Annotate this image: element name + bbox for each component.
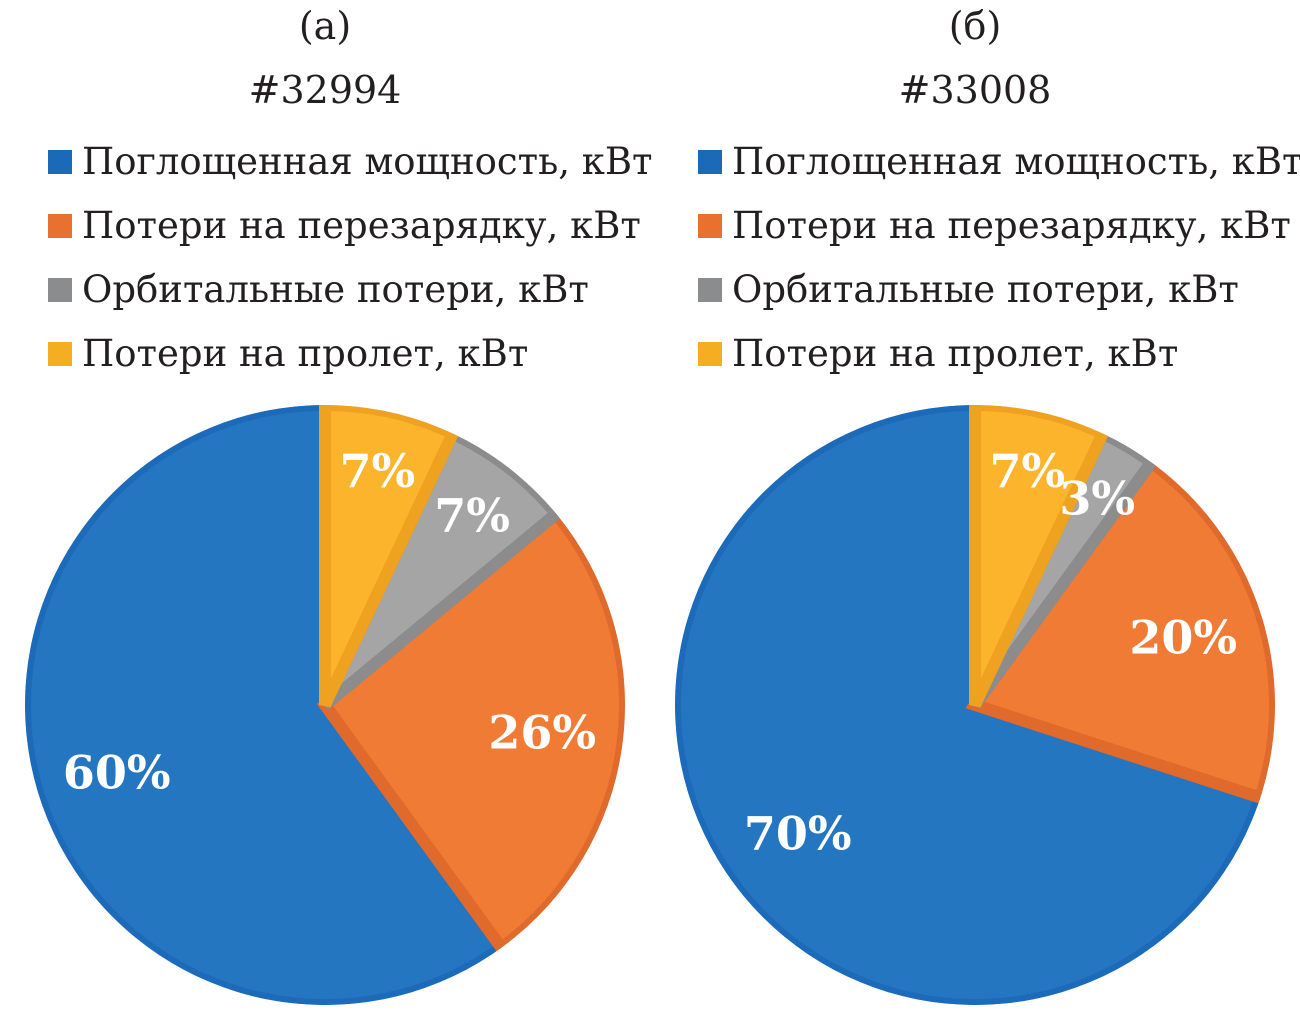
legend-swatch bbox=[698, 342, 722, 366]
legend-swatch bbox=[698, 150, 722, 174]
legend: Поглощенная мощность, кВт Потери на пере… bbox=[48, 130, 653, 386]
legend-label: Потери на перезарядку, кВт bbox=[732, 204, 1291, 247]
legend-label: Потери на пролет, кВт bbox=[82, 332, 529, 375]
pie-chart: 60% 26% 7% 7% bbox=[25, 405, 625, 1005]
legend-item: Потери на перезарядку, кВт bbox=[48, 194, 653, 258]
pie-slice-absorbed-power bbox=[25, 405, 510, 1005]
legend-swatch bbox=[48, 214, 72, 238]
legend-item: Потери на пролет, кВт bbox=[48, 322, 653, 386]
legend-swatch bbox=[48, 342, 72, 366]
legend-label: Поглощенная мощность, кВт bbox=[82, 140, 653, 183]
pie-chart: 70% 20% 3%7% bbox=[675, 405, 1275, 1005]
pie-slice-recharge-losses bbox=[965, 453, 1275, 806]
slice-value-label-orbital-losses: 7% bbox=[434, 488, 510, 542]
legend-item: Потери на пролет, кВт bbox=[698, 322, 1300, 386]
legend-label: Потери на пролет, кВт bbox=[732, 332, 1179, 375]
legend-label: Поглощенная мощность, кВт bbox=[732, 140, 1300, 183]
legend-item: Орбитальные потери, кВт bbox=[698, 258, 1300, 322]
slice-value-label-transit-losses: 7% bbox=[340, 444, 416, 498]
legend-label: Орбитальные потери, кВт bbox=[82, 268, 589, 311]
slice-value-label-transit-losses: 7% bbox=[990, 444, 1066, 498]
legend-item: Поглощенная мощность, кВт bbox=[698, 130, 1300, 194]
slice-value-label-orbital-losses: 3% bbox=[1059, 471, 1135, 525]
legend-item: Потери на перезарядку, кВт bbox=[698, 194, 1300, 258]
slice-value-label-recharge-losses: 20% bbox=[1129, 610, 1237, 664]
legend-swatch bbox=[48, 278, 72, 302]
legend-swatch bbox=[48, 150, 72, 174]
slice-value-label-absorbed-power: 60% bbox=[63, 746, 171, 800]
legend-swatch bbox=[698, 214, 722, 238]
slice-value-label-recharge-losses: 26% bbox=[488, 705, 596, 759]
chart-title: #33008 bbox=[898, 68, 1052, 112]
legend-item: Поглощенная мощность, кВт bbox=[48, 130, 653, 194]
pie-panel-b: (б) #33008 Поглощенная мощность, кВт Пот… bbox=[650, 0, 1300, 1023]
panel-label: (а) bbox=[298, 4, 352, 48]
pie-panel-a: (а) #32994 Поглощенная мощность, кВт Пот… bbox=[25, 4, 653, 1005]
slice-value-label-absorbed-power: 70% bbox=[744, 807, 852, 861]
chart-title: #32994 bbox=[248, 68, 402, 112]
legend-label: Потери на перезарядку, кВт bbox=[82, 204, 641, 247]
legend-label: Орбитальные потери, кВт bbox=[732, 268, 1239, 311]
legend-item: Орбитальные потери, кВт bbox=[48, 258, 653, 322]
panel-label: (б) bbox=[948, 4, 1002, 48]
pie-slices bbox=[675, 405, 1275, 1005]
legend-swatch bbox=[698, 278, 722, 302]
legend: Поглощенная мощность, кВт Потери на пере… bbox=[698, 130, 1300, 386]
pie-slices bbox=[25, 405, 625, 1005]
